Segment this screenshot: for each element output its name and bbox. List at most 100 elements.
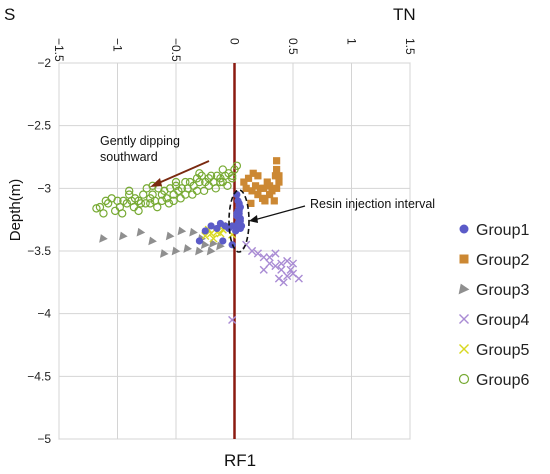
point-group4 [228, 315, 237, 325]
legend-marker-group4 [459, 314, 469, 324]
data-points [92, 157, 303, 325]
dip-annotation: Gently dipping southward [100, 134, 183, 164]
point-group6 [92, 204, 101, 213]
point-group1 [219, 237, 227, 245]
resin-arrow-head [249, 215, 258, 223]
point-group6 [99, 209, 108, 218]
point-group6 [164, 199, 174, 208]
point-group6 [146, 199, 155, 208]
point-group5-stroke [216, 229, 225, 238]
x-tick-label: 0 [228, 38, 242, 45]
legend-label-group5: Group5 [476, 342, 529, 359]
point-group6 [169, 196, 178, 206]
point-group4-stroke [271, 261, 280, 271]
point-group6 [95, 202, 105, 212]
point-group4-stroke [279, 278, 288, 287]
point-group4-stroke [277, 265, 286, 274]
point-group3 [206, 246, 216, 256]
x-tick-label: −1 [111, 38, 125, 52]
point-group4-stroke [265, 259, 274, 268]
resin-annotation: Resin injection interval [310, 197, 435, 211]
point-group4-stroke [286, 265, 295, 274]
point-group6 [134, 196, 143, 206]
point-group2 [249, 169, 257, 177]
legend-label-group3: Group3 [476, 282, 529, 299]
point-group6 [157, 196, 167, 206]
point-group4-stroke [259, 253, 268, 262]
y-tick-label: −3 [37, 181, 51, 195]
point-group4 [279, 278, 288, 287]
point-group4 [294, 274, 303, 283]
point-group4 [283, 271, 292, 281]
point-group2 [266, 191, 274, 199]
dip-arrow-head [150, 178, 162, 187]
point-group4-stroke [274, 274, 284, 283]
point-group4 [271, 249, 280, 258]
point-group4-stroke [288, 269, 298, 278]
point-group2 [263, 178, 271, 186]
point-group3 [165, 231, 175, 241]
point-group2 [260, 184, 268, 192]
legend-label-group4: Group4 [476, 312, 529, 329]
point-group1 [195, 237, 203, 245]
point-group2 [275, 172, 283, 180]
point-group4 [247, 246, 257, 256]
point-group3 [159, 249, 169, 258]
point-group6 [110, 206, 120, 216]
point-group6 [117, 209, 127, 218]
point-group3 [189, 227, 198, 237]
point-group6 [181, 190, 190, 199]
point-group6 [227, 171, 237, 180]
legend-marker-group4-stroke [459, 314, 469, 324]
legend-marker-group1 [459, 224, 469, 234]
point-group4 [265, 259, 274, 268]
point-group4 [253, 249, 262, 258]
point-group6 [192, 186, 202, 196]
point-group4-stroke [283, 256, 292, 266]
point-group1 [235, 207, 243, 215]
point-group3 [195, 246, 204, 256]
point-group4-stroke [288, 259, 298, 268]
point-group6 [141, 199, 150, 208]
point-group6 [177, 184, 187, 193]
point-group6 [216, 177, 225, 187]
point-group6 [136, 199, 146, 208]
point-group2 [240, 178, 248, 186]
x-tick-labels: −1.5 −1 −0.5 0 0.5 1 1.5 [52, 38, 417, 62]
y-axis-label: Depth(m) [7, 179, 24, 242]
point-group4-stroke [277, 259, 286, 268]
point-group1 [235, 202, 243, 210]
point-group2 [261, 197, 269, 205]
point-group4 [277, 259, 286, 268]
point-group1 [207, 222, 215, 230]
point-group5-stroke [207, 229, 216, 238]
y-tick-label: −4 [37, 307, 51, 321]
point-group3 [216, 241, 225, 251]
point-group4-stroke [253, 249, 262, 258]
point-group2 [266, 182, 274, 190]
point-group6 [218, 165, 227, 174]
point-group6 [122, 199, 132, 208]
point-group3 [177, 226, 187, 236]
point-group2 [251, 182, 260, 190]
point-group6 [223, 181, 232, 191]
x-tick-label: −1.5 [52, 38, 66, 62]
point-group3 [171, 246, 181, 256]
legend-label-group6: Group6 [476, 372, 529, 389]
legend-marker-group2 [459, 254, 469, 264]
point-group5 [209, 234, 218, 243]
point-group4 [271, 261, 280, 271]
point-group6 [197, 171, 206, 180]
dip-arrow [153, 160, 210, 186]
point-group6 [171, 177, 181, 187]
point-group6 [211, 184, 220, 193]
point-group2 [248, 187, 256, 195]
point-group4-stroke [247, 246, 257, 256]
point-group1 [233, 191, 241, 199]
x-tick-label: 1 [345, 38, 359, 45]
point-group6 [227, 174, 237, 183]
point-group2 [273, 157, 281, 165]
y-tick-label: −4.5 [27, 369, 51, 383]
point-group2 [247, 199, 255, 207]
